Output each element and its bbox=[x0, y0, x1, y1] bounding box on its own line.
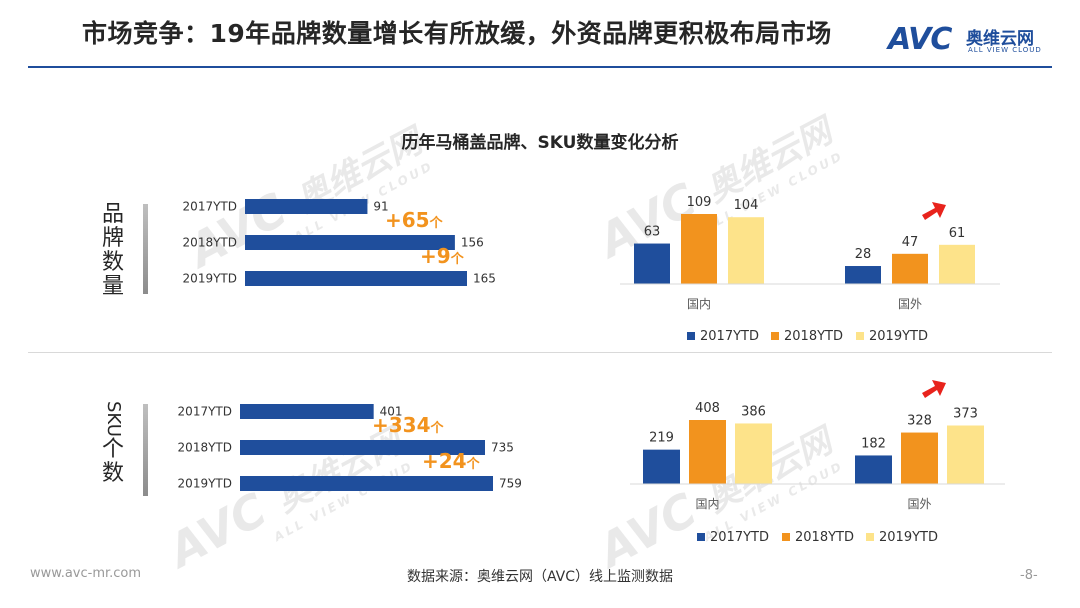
legend-swatch bbox=[782, 533, 790, 541]
hbar-bar bbox=[245, 235, 455, 250]
hbar-value-label: 156 bbox=[461, 236, 484, 250]
legend-swatch bbox=[856, 332, 864, 340]
hbar-bar bbox=[240, 440, 485, 455]
legend-swatch bbox=[697, 533, 705, 541]
page-title: 市场竞争：19年品牌数量增长有所放缓，外资品牌更积极布局市场 bbox=[82, 19, 832, 48]
vbar-category-label: 国外 bbox=[898, 297, 922, 311]
avc-logo: AVC 奥维云网 ALL VIEW CLOUD bbox=[888, 20, 1058, 62]
hbar-category-label: 2018YTD bbox=[178, 441, 232, 455]
growth-annotation: +9个 bbox=[420, 244, 465, 268]
vbar-category-label: 国内 bbox=[687, 297, 711, 311]
vbar-bar bbox=[947, 425, 984, 484]
vbar-bar bbox=[634, 243, 670, 284]
hbar-value-label: 759 bbox=[499, 477, 522, 491]
legend-label: 2018YTD bbox=[795, 530, 854, 545]
legend-label: 2019YTD bbox=[879, 530, 938, 545]
logo-mark: AVC bbox=[888, 22, 952, 57]
legend-label: 2019YTD bbox=[869, 329, 928, 344]
hbar-bar bbox=[240, 476, 493, 491]
trend-arrow-icon bbox=[922, 380, 946, 398]
vbar-value-label: 28 bbox=[855, 247, 872, 262]
hbar-category-label: 2017YTD bbox=[183, 200, 237, 214]
growth-annotation: +65个 bbox=[385, 208, 444, 232]
vbar-bar bbox=[735, 423, 772, 484]
sku-section-label: SKU 个数 bbox=[101, 401, 124, 486]
hbar-value-label: 735 bbox=[491, 441, 514, 455]
vbar-bar bbox=[855, 455, 892, 484]
vbar-value-label: 63 bbox=[644, 225, 661, 240]
vbar-value-label: 109 bbox=[687, 195, 712, 210]
vbar-value-label: 61 bbox=[949, 226, 966, 241]
legend-swatch bbox=[771, 332, 779, 340]
hbar-category-label: 2018YTD bbox=[183, 236, 237, 250]
hbar-category-label: 2017YTD bbox=[178, 405, 232, 419]
footer-source: 数据来源：奥维云网（AVC）线上监测数据 bbox=[406, 569, 674, 585]
trend-arrow-icon bbox=[922, 202, 946, 220]
vbar-value-label: 373 bbox=[953, 406, 978, 421]
vbar-bar bbox=[643, 449, 680, 484]
brand-section-bar bbox=[143, 204, 148, 294]
growth-annotation: +334个 bbox=[372, 413, 445, 437]
vbar-bar bbox=[689, 420, 726, 484]
legend-swatch bbox=[866, 533, 874, 541]
growth-annotation: +24个 bbox=[422, 449, 481, 473]
vbar-bar bbox=[728, 217, 764, 284]
vbar-value-label: 328 bbox=[907, 414, 932, 429]
vbar-bar bbox=[939, 244, 975, 284]
legend-label: 2018YTD bbox=[784, 329, 843, 344]
logo-name: 奥维云网 bbox=[966, 29, 1034, 49]
hbar-value-label: 401 bbox=[380, 405, 403, 419]
legend-label: 2017YTD bbox=[700, 329, 759, 344]
vbar-bar bbox=[681, 214, 717, 284]
vbar-value-label: 219 bbox=[649, 431, 674, 446]
logo-tagline: ALL VIEW CLOUD bbox=[968, 46, 1042, 54]
hbar-category-label: 2019YTD bbox=[178, 477, 232, 491]
vbar-value-label: 408 bbox=[695, 401, 720, 416]
vbar-bar bbox=[845, 266, 881, 284]
footer-url[interactable]: www.avc-mr.com bbox=[30, 566, 142, 581]
chart-subtitle: 历年马桶盖品牌、SKU数量变化分析 bbox=[401, 133, 679, 153]
vbar-bar bbox=[892, 253, 928, 284]
vbar-value-label: 47 bbox=[902, 235, 919, 250]
hbar-bar bbox=[245, 199, 368, 214]
hbar-bar bbox=[245, 271, 467, 286]
header-divider bbox=[28, 66, 1052, 68]
legend-label: 2017YTD bbox=[710, 530, 769, 545]
vbar-category-label: 国外 bbox=[907, 497, 931, 511]
page-number: -8- bbox=[1020, 568, 1038, 583]
brand-section-label: 品牌数量 bbox=[101, 202, 124, 299]
vbar-value-label: 182 bbox=[861, 436, 886, 451]
hbar-category-label: 2019YTD bbox=[183, 272, 237, 286]
vbar-bar bbox=[901, 432, 938, 484]
section-divider bbox=[28, 352, 1052, 353]
hbar-value-label: 91 bbox=[373, 200, 388, 214]
legend-swatch bbox=[687, 332, 695, 340]
vbar-value-label: 104 bbox=[734, 198, 759, 213]
sku-section-bar bbox=[143, 404, 148, 496]
vbar-value-label: 386 bbox=[741, 404, 766, 419]
hbar-bar bbox=[240, 404, 374, 419]
hbar-value-label: 165 bbox=[473, 272, 496, 286]
vbar-category-label: 国内 bbox=[695, 497, 719, 511]
